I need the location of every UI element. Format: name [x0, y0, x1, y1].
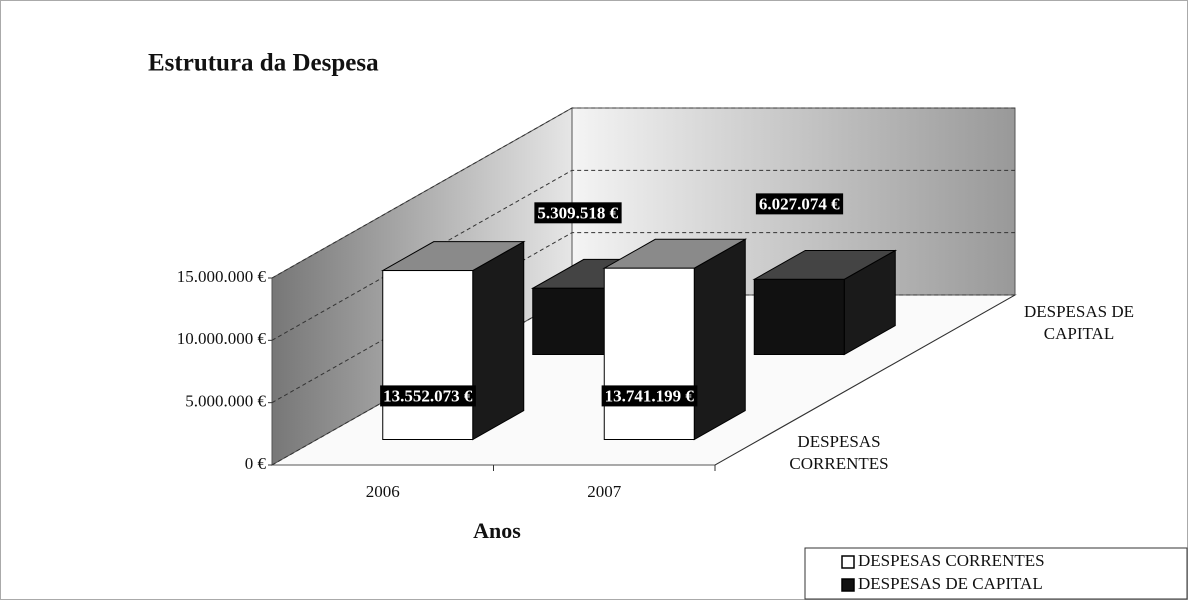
value-label: 13.552.073 €	[380, 385, 476, 407]
value-label-bg	[534, 202, 622, 224]
value-label-bg	[755, 193, 844, 215]
y-tick-label: 5.000.000 €	[185, 392, 266, 411]
x-tick-label: 2007	[587, 482, 622, 501]
bar-side	[693, 238, 746, 441]
chart-title: Estrutura da Despesa	[148, 50, 379, 77]
legend-swatch	[841, 578, 855, 592]
value-label: 5.309.518 €	[534, 202, 622, 224]
y-tick-label: 0 €	[245, 454, 267, 473]
grid-line	[271, 232, 1015, 404]
value-label-bg	[601, 385, 698, 407]
bar-front	[382, 270, 474, 440]
depth-label: DESPESAS CORRENTES	[789, 431, 889, 473]
value-label-text: 13.552.073 €	[383, 386, 473, 405]
value-label: 6.027.074 €	[755, 193, 844, 215]
value-label-bg	[380, 385, 476, 407]
x-tick-label: 2006	[366, 482, 400, 501]
value-label-text: 6.027.074 €	[759, 194, 840, 213]
value-label: 13.741.199 €	[601, 385, 698, 407]
x-axis-title: Anos	[473, 518, 521, 543]
grid-line	[271, 107, 1015, 279]
legend-label: DESPESAS DE CAPITAL	[858, 574, 1043, 593]
legend-swatch	[841, 555, 855, 569]
y-tick-label: 10.000.000 €	[177, 329, 267, 348]
y-tick-label: 15.000.000 €	[177, 267, 267, 286]
value-label-text: 5.309.518 €	[537, 203, 618, 222]
value-label-text: 13.741.199 €	[605, 386, 695, 405]
depth-axis	[714, 294, 1016, 466]
bar-side	[472, 240, 525, 441]
bar-front	[603, 267, 695, 440]
legend-box	[804, 547, 1188, 600]
depth-label: DESPESAS DE CAPITAL	[1023, 301, 1135, 343]
grid-line	[271, 169, 1015, 341]
bar-front	[753, 278, 845, 356]
legend-label: DESPESAS CORRENTES	[858, 551, 1045, 570]
